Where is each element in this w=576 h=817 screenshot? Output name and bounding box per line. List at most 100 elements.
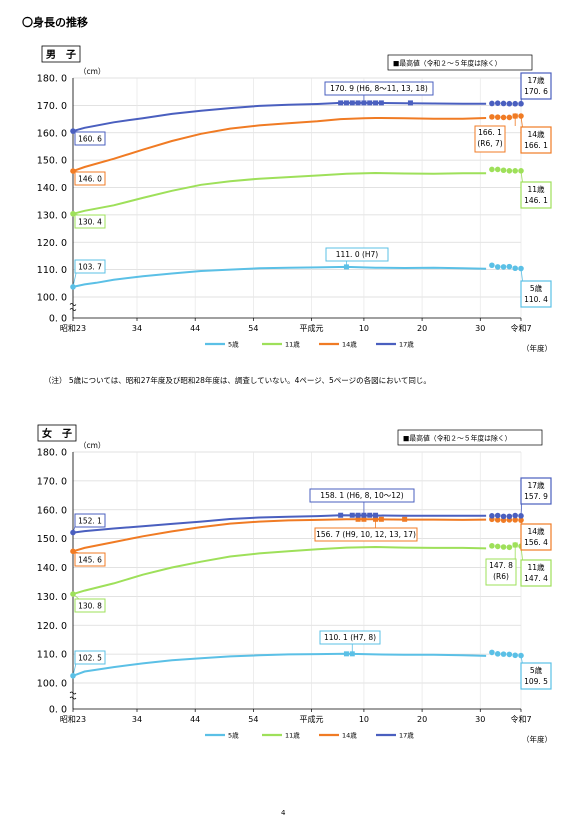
girls-x-tick-label: 34 xyxy=(132,715,142,724)
boys-series-5-end-label-box xyxy=(520,280,552,308)
boys-series-5-start-label-box xyxy=(74,259,106,274)
boys-series-11-end-label-value: 146. 1 xyxy=(524,196,548,205)
girls-series-5-covid-point xyxy=(494,651,501,657)
boys-series-17-max-marker xyxy=(367,100,373,106)
boys-series-17-max-marker xyxy=(407,100,413,106)
girls-series-5-start-label: 102. 5 xyxy=(78,654,102,663)
girls-series-14-line xyxy=(72,518,487,553)
boys-series-17-start-label-box xyxy=(74,131,106,146)
boys-x-tick-label: 20 xyxy=(417,324,427,333)
boys-series-17-end-label-age: 17歳 xyxy=(527,75,545,85)
boys-series-5-line xyxy=(72,265,487,288)
boys-series-14-max-label: 166. 1 xyxy=(478,128,502,137)
boys-x-axis-title: （年度） xyxy=(522,343,552,353)
boys-legend-label: 14歳 xyxy=(342,340,357,349)
boys-y-tick-label: 180. 0 xyxy=(37,74,67,85)
girls-y-tick-label: 120. 0 xyxy=(37,621,67,632)
girls-series-14-start-label-box xyxy=(74,552,106,567)
boys-series-17-covid-point xyxy=(489,100,495,107)
girls-series-11-start-label-box xyxy=(74,598,106,613)
girls-series-14-end-label-age: 14歳 xyxy=(527,526,545,536)
boys-title: 男 子 xyxy=(46,49,76,61)
boys-series-5-covid-point xyxy=(506,263,513,270)
boys-series-14-covid-point xyxy=(489,114,495,120)
boys-series-17-max-marker xyxy=(343,100,349,106)
boys-y-zero-label: 0. 0 xyxy=(49,314,67,325)
girls-y-tick-label: 160. 0 xyxy=(37,505,67,516)
boys-series-14-line xyxy=(72,116,487,173)
page-title: 〇身長の推移 xyxy=(22,16,88,29)
girls-series-14-max-marker xyxy=(361,516,367,522)
boys-axis-break xyxy=(69,308,77,311)
girls-y-tick-label: 150. 0 xyxy=(37,534,67,545)
girls-series-17-covid-point xyxy=(489,513,495,519)
boys-y-tick-label: 110. 0 xyxy=(37,265,67,276)
girls-series-17-max-marker xyxy=(349,512,355,518)
boys-series-11-covid-point xyxy=(494,166,501,173)
girls-series-5-max-marker xyxy=(343,651,349,657)
boys-series-14-end-label-value: 166. 1 xyxy=(524,141,548,150)
boys-unit-label: （cm） xyxy=(79,67,105,76)
boys-x-tick-label: 44 xyxy=(190,324,200,333)
girls-series-17-start-label-box xyxy=(74,513,106,528)
boys-series-14-r7-point xyxy=(518,113,524,119)
boys-series-17-line xyxy=(72,101,487,133)
boys-series-5-covid-point xyxy=(500,264,507,270)
girls-series-14-end-label-value: 156. 4 xyxy=(524,538,548,547)
boys-legend-label: 17歳 xyxy=(399,340,414,349)
girls-legend-label: 11歳 xyxy=(285,731,300,740)
boys-legend-label: 11歳 xyxy=(285,340,300,349)
girls-series-14-max-marker xyxy=(402,516,408,522)
girls-series-11-end-label-value: 147. 4 xyxy=(524,574,548,583)
girls-y-tick-label: 100. 0 xyxy=(37,679,67,690)
boys-series-11-covid-point xyxy=(506,168,513,174)
girls-series-17-max-marker xyxy=(355,512,361,518)
boys-max-note-box xyxy=(387,54,533,71)
boys-series-5-start-point xyxy=(70,284,76,290)
boys-x-tick-label: 平成元 xyxy=(300,323,324,333)
girls-series-17-r6-point xyxy=(512,512,518,519)
boys-series-17-start-label: 160. 6 xyxy=(78,135,102,144)
boys-x-tick-label: 34 xyxy=(132,324,142,333)
girls-legend-label: 14歳 xyxy=(342,731,357,740)
boys-series-11-line xyxy=(72,171,487,215)
girls-y-tick-label: 140. 0 xyxy=(37,563,67,574)
girls-x-tick-label: 44 xyxy=(190,715,200,724)
girls-series-5-line xyxy=(72,652,487,677)
girls-series-14-max-label-box xyxy=(314,527,418,542)
boys-series-5-end-label-age: 5歳 xyxy=(530,283,543,293)
girls-series-17-start-label: 152. 1 xyxy=(78,517,102,526)
boys-series-17-max-marker xyxy=(373,100,379,106)
girls-series-5-r6-point xyxy=(512,652,518,659)
girls-title-box xyxy=(37,424,77,442)
boys-axis-break xyxy=(69,303,77,306)
boys-series-11-r6-point xyxy=(512,168,518,174)
boys-x-tick-label: 10 xyxy=(359,324,369,333)
girls-series-17-end-label-age: 17歳 xyxy=(527,480,545,490)
boys-series-5-covid-point xyxy=(494,264,501,270)
girls-series-5-covid-point xyxy=(506,651,513,658)
girls-series-5-end-label-value: 109. 5 xyxy=(524,677,548,686)
boys-series-17-max-marker xyxy=(355,100,361,106)
boys-series-14-end-label-age: 14歳 xyxy=(527,129,545,139)
girls-series-17-covid-point xyxy=(500,513,507,520)
boys-series-14-start-label: 146. 0 xyxy=(78,175,102,184)
boys-series-17-end-label-value: 170. 6 xyxy=(524,87,548,96)
girls-series-11-covid-point xyxy=(506,544,513,551)
boys-y-tick-label: 150. 0 xyxy=(37,156,67,167)
boys-x-tick-label: 30 xyxy=(475,324,485,333)
girls-legend-label: 17歳 xyxy=(399,731,414,740)
girls-series-5-start-label-box xyxy=(74,650,106,665)
boys-series-11-covid-point xyxy=(500,167,507,174)
boys-series-17-r6-point xyxy=(512,100,518,107)
girls-title: 女 子 xyxy=(42,427,72,440)
page-number: 4 xyxy=(281,809,286,817)
girls-x-tick-label: 30 xyxy=(475,715,485,724)
boys-series-5-max-label-box xyxy=(325,247,389,262)
girls-series-11-end-label-box xyxy=(520,559,552,587)
girls-series-5-end-label-box xyxy=(520,662,552,690)
girls-series-17-covid-point xyxy=(506,513,513,520)
boys-series-14-end-label-box xyxy=(520,126,552,154)
boys-x-tick-label: 54 xyxy=(248,324,258,333)
